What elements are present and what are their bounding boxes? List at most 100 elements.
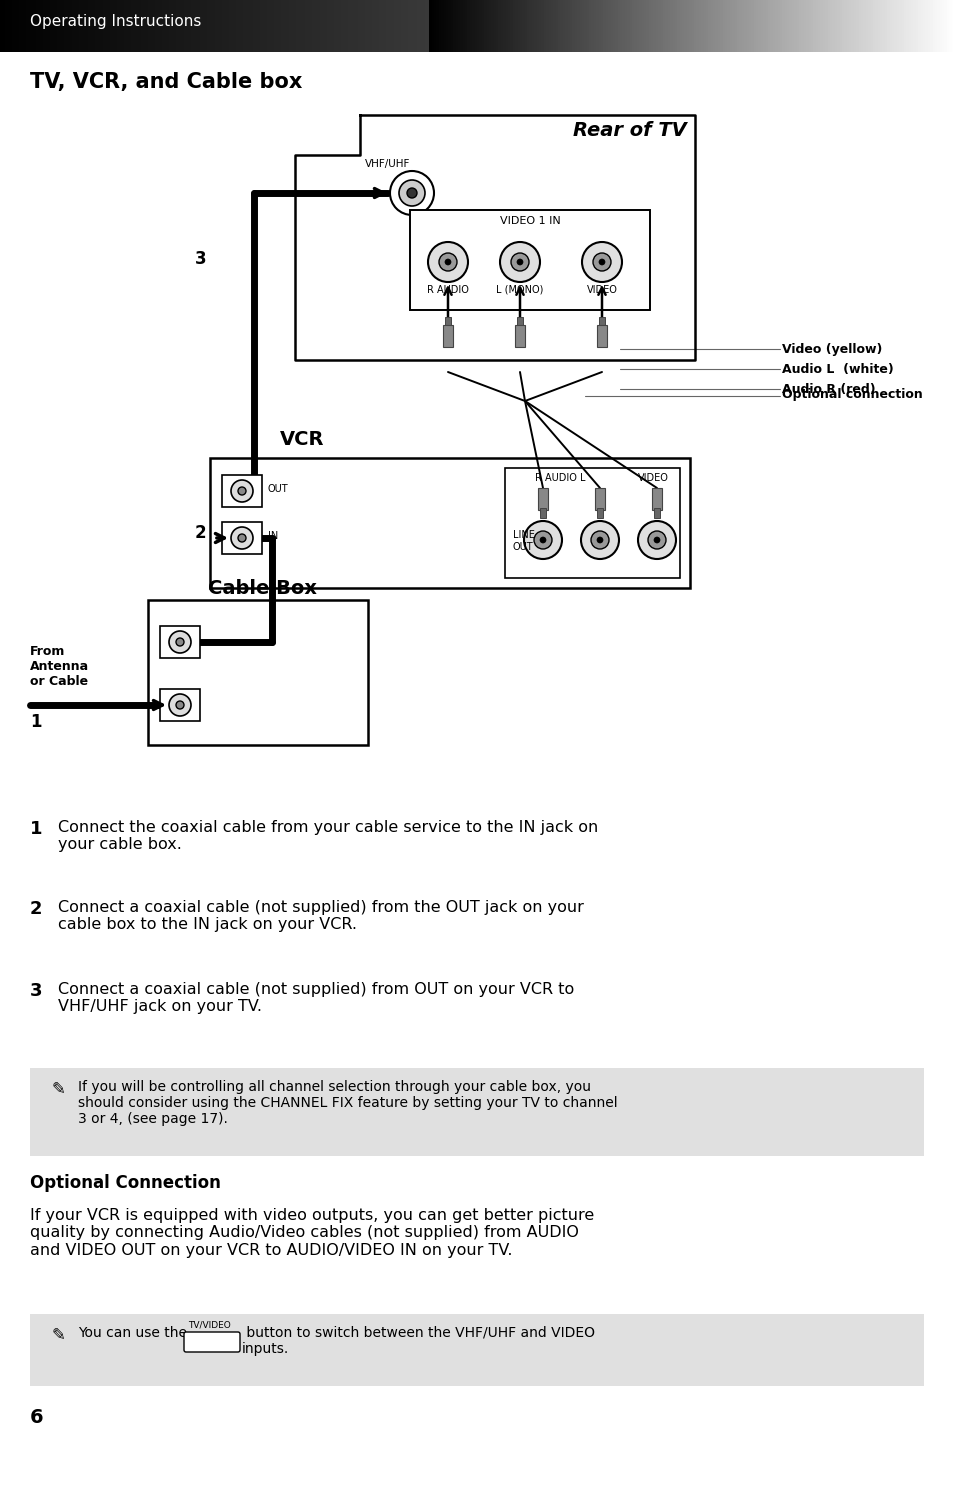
Bar <box>753 0 757 52</box>
Bar <box>524 0 528 52</box>
Bar <box>314 0 318 52</box>
Bar <box>877 0 881 52</box>
Bar <box>537 488 547 510</box>
Circle shape <box>390 171 434 216</box>
Text: R AUDIO: R AUDIO <box>427 286 469 294</box>
Bar <box>43 0 47 52</box>
Bar <box>741 0 744 52</box>
Bar <box>653 0 657 52</box>
Bar <box>427 0 430 52</box>
Text: If you will be controlling all channel selection through your cable box, you
sho: If you will be controlling all channel s… <box>78 1080 617 1126</box>
Bar <box>519 0 523 52</box>
Bar <box>445 0 449 52</box>
Bar <box>526 0 530 52</box>
Text: Audio R (red): Audio R (red) <box>781 384 875 396</box>
Bar <box>762 0 766 52</box>
Text: ✎: ✎ <box>52 1326 66 1344</box>
Text: VHF/UHF: VHF/UHF <box>365 159 410 170</box>
Bar <box>300 0 304 52</box>
Bar <box>664 0 668 52</box>
Bar <box>226 0 230 52</box>
Bar <box>920 0 923 52</box>
Circle shape <box>654 537 659 543</box>
Bar <box>595 488 604 510</box>
Bar <box>64 0 68 52</box>
Bar <box>629 0 633 52</box>
Bar <box>119 0 123 52</box>
Bar <box>376 0 380 52</box>
Bar <box>319 0 323 52</box>
Bar <box>486 0 490 52</box>
Circle shape <box>534 531 552 549</box>
Bar <box>856 0 859 52</box>
Bar <box>250 0 253 52</box>
Bar <box>636 0 639 52</box>
Bar <box>950 0 953 52</box>
Bar <box>850 0 854 52</box>
Circle shape <box>580 520 618 559</box>
Bar <box>78 0 82 52</box>
Bar <box>750 0 754 52</box>
Bar <box>210 0 213 52</box>
Bar <box>721 0 725 52</box>
Circle shape <box>511 253 529 271</box>
Bar <box>457 0 461 52</box>
Text: You can use the: You can use the <box>78 1326 192 1340</box>
Bar <box>853 0 857 52</box>
Bar <box>288 0 292 52</box>
Bar <box>2 0 6 52</box>
Bar <box>383 0 387 52</box>
Bar <box>865 0 868 52</box>
Bar <box>212 0 215 52</box>
Bar <box>698 0 701 52</box>
Bar <box>941 0 944 52</box>
Circle shape <box>428 242 468 283</box>
Bar <box>884 0 887 52</box>
Bar <box>148 599 368 745</box>
Bar <box>779 0 782 52</box>
Bar <box>45 0 49 52</box>
Bar <box>83 0 87 52</box>
Circle shape <box>597 537 602 543</box>
Bar <box>841 0 844 52</box>
Bar <box>131 0 134 52</box>
Bar <box>302 0 306 52</box>
Bar <box>183 0 187 52</box>
Bar <box>462 0 466 52</box>
Bar <box>574 0 578 52</box>
Bar <box>805 0 809 52</box>
Bar <box>450 0 454 52</box>
Text: L (MONO): L (MONO) <box>496 286 543 294</box>
Text: OUT: OUT <box>268 483 289 494</box>
Bar <box>272 0 275 52</box>
Bar <box>338 0 342 52</box>
Circle shape <box>444 259 451 265</box>
Bar <box>369 0 373 52</box>
Bar <box>67 0 71 52</box>
Bar <box>860 0 863 52</box>
Bar <box>331 0 335 52</box>
Bar <box>736 0 740 52</box>
Bar <box>655 0 659 52</box>
Bar <box>152 0 156 52</box>
Bar <box>618 0 620 52</box>
Bar <box>834 0 838 52</box>
Bar <box>555 0 558 52</box>
Bar <box>648 0 652 52</box>
Circle shape <box>407 187 416 198</box>
Circle shape <box>231 480 253 503</box>
Text: Optional connection: Optional connection <box>781 388 922 401</box>
Bar <box>11 0 15 52</box>
Bar <box>326 0 330 52</box>
Bar <box>820 0 823 52</box>
Text: Optional Connection: Optional Connection <box>30 1175 221 1193</box>
Bar <box>229 0 233 52</box>
Bar <box>522 0 525 52</box>
Bar <box>896 0 900 52</box>
Bar <box>662 0 666 52</box>
Bar <box>905 0 909 52</box>
Bar <box>659 0 663 52</box>
Bar <box>688 0 692 52</box>
Bar <box>597 509 602 517</box>
Bar <box>491 0 495 52</box>
